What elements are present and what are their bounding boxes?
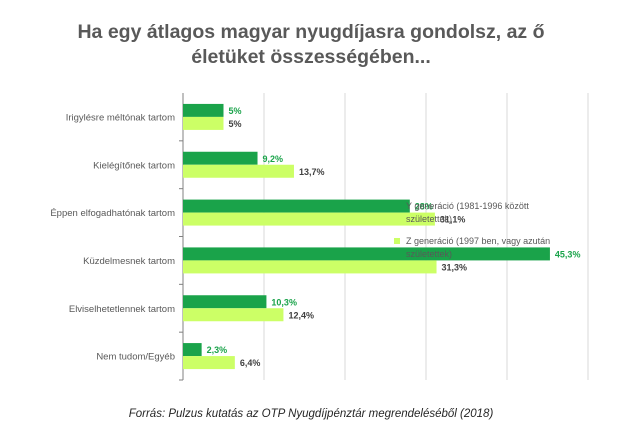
data-label: 28% (415, 202, 433, 212)
data-label: 5% (229, 119, 242, 129)
category-label: Kielégítőnek tartom (93, 160, 175, 171)
chart-legend: Y generáció (1981-1996 között születette… (394, 200, 604, 270)
legend-item-y: Y generáció (1981-1996 között születette… (394, 200, 604, 226)
chart-title: Ha egy átlagos magyar nyugdíjasra gondol… (0, 20, 622, 70)
legend-label-y-line1: Y generáció (1981-1996 között (406, 201, 529, 211)
data-label: 31,1% (440, 215, 466, 225)
legend-label-z-line2: születettek) (406, 249, 453, 259)
bar-y (183, 199, 410, 213)
bar-y (183, 295, 267, 309)
data-label: 13,7% (299, 167, 325, 177)
bar-y (183, 103, 224, 117)
data-label: 6,4% (240, 358, 261, 368)
category-label: Küzdelmesnek tartom (83, 256, 175, 267)
category-label: Éppen elfogadhatónak tartom (50, 208, 175, 219)
data-label: 10,3% (271, 297, 297, 307)
legend-swatch-y (394, 203, 400, 209)
bar-z (183, 164, 294, 178)
bar-z (183, 308, 284, 322)
source-note: Forrás: Pulzus kutatás az OTP Nyugdíjpén… (128, 408, 494, 420)
bar-z (183, 356, 235, 370)
bar-z (183, 260, 437, 274)
legend-item-z: Z generáció (1997 ben, vagy azután szüle… (394, 235, 604, 261)
bar-y (183, 247, 550, 261)
category-label: Irigylésre méltónak tartom (66, 112, 175, 123)
legend-label-y-line2: születettek) (406, 214, 453, 224)
legend-swatch-z (394, 238, 400, 244)
data-label: 9,2% (263, 154, 284, 164)
category-label: Elviselhetetlennek tartom (69, 304, 175, 315)
category-label: Nem tudom/Egyéb (96, 352, 175, 363)
bar-y (183, 151, 258, 165)
bar-y (183, 343, 202, 357)
bar-z (183, 212, 435, 226)
chart-title-line2: életüket összességében... (191, 46, 431, 68)
legend-label-z-line1: Z generáció (1997 ben, vagy azután (406, 236, 551, 246)
bar-z (183, 116, 224, 130)
data-label: 31,3% (442, 262, 468, 272)
data-label: 45,3% (555, 249, 581, 259)
data-label: 2,3% (207, 345, 228, 355)
chart-title-line1: Ha egy átlagos magyar nyugdíjasra gondol… (77, 21, 545, 43)
data-label: 12,4% (288, 310, 314, 320)
data-label: 5% (229, 106, 242, 116)
